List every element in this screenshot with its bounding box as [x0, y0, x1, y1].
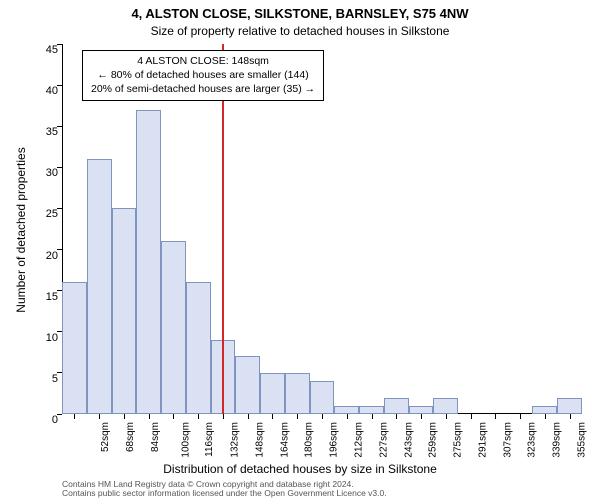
histogram-bar: [557, 398, 582, 414]
x-tick-mark: [149, 414, 150, 419]
x-tick-label: 307sqm: [502, 422, 513, 458]
histogram-bar: [310, 381, 335, 414]
histogram-bar: [136, 110, 161, 414]
x-tick-label: 164sqm: [279, 422, 290, 458]
histogram-bar: [186, 282, 211, 414]
y-axis-label: Number of detached properties: [14, 147, 28, 312]
footer-attribution: Contains HM Land Registry data © Crown c…: [62, 480, 387, 499]
x-tick-label: 180sqm: [304, 422, 315, 458]
histogram-bar: [384, 398, 409, 414]
y-tick-label: 45: [46, 44, 58, 56]
y-tick-label: 20: [46, 250, 58, 262]
x-tick-label: 275sqm: [453, 422, 464, 458]
x-axis-label: Distribution of detached houses by size …: [0, 462, 600, 476]
x-tick-mark: [570, 414, 571, 419]
x-tick-label: 243sqm: [403, 422, 414, 458]
x-tick-mark: [297, 414, 298, 419]
x-tick-label: 196sqm: [329, 422, 340, 458]
y-tick-label: 40: [46, 85, 58, 97]
x-tick-mark: [446, 414, 447, 419]
x-tick-label: 291sqm: [477, 422, 488, 458]
x-tick-mark: [471, 414, 472, 419]
annotation-box: 4 ALSTON CLOSE: 148sqm← 80% of detached …: [82, 50, 324, 101]
x-tick-mark: [173, 414, 174, 419]
x-tick-label: 339sqm: [552, 422, 563, 458]
x-tick-label: 68sqm: [125, 422, 136, 452]
x-tick-label: 116sqm: [204, 422, 215, 457]
x-tick-label: 100sqm: [180, 422, 191, 458]
x-tick-label: 148sqm: [255, 422, 266, 458]
chart-plot-area: 52sqm68sqm84sqm100sqm116sqm132sqm148sqm1…: [62, 44, 582, 414]
x-tick-mark: [74, 414, 75, 419]
x-tick-label: 259sqm: [428, 422, 439, 458]
x-tick-mark: [520, 414, 521, 419]
histogram-bar: [359, 406, 384, 414]
y-tick-label: 0: [52, 414, 58, 426]
x-tick-mark: [223, 414, 224, 419]
x-tick-mark: [198, 414, 199, 419]
annot-line1: 4 ALSTON CLOSE: 148sqm: [91, 54, 315, 68]
histogram-bar: [285, 373, 310, 414]
x-tick-mark: [99, 414, 100, 419]
x-tick-label: 212sqm: [354, 422, 365, 458]
histogram-bar: [62, 282, 87, 414]
x-tick-mark: [545, 414, 546, 419]
annot-line2: ← 80% of detached houses are smaller (14…: [91, 68, 315, 82]
y-tick-label: 5: [52, 373, 58, 385]
histogram-bar: [87, 159, 112, 414]
footer-line2: Contains public sector information licen…: [62, 489, 387, 498]
x-tick-label: 52sqm: [100, 422, 111, 452]
histogram-bar: [334, 406, 359, 414]
x-tick-mark: [347, 414, 348, 419]
histogram-bar: [112, 208, 137, 414]
histogram-bar: [260, 373, 285, 414]
histogram-bar: [235, 356, 260, 414]
y-tick-label: 25: [46, 208, 58, 220]
x-tick-label: 132sqm: [230, 422, 241, 458]
x-tick-mark: [272, 414, 273, 419]
x-tick-mark: [495, 414, 496, 419]
x-tick-label: 323sqm: [527, 422, 538, 458]
annot-line3: 20% of semi-detached houses are larger (…: [91, 82, 315, 96]
histogram-bar: [532, 406, 557, 414]
x-tick-mark: [396, 414, 397, 419]
y-tick-label: 15: [46, 291, 58, 303]
histogram-bar: [409, 406, 434, 414]
x-tick-mark: [124, 414, 125, 419]
x-tick-label: 84sqm: [150, 422, 161, 452]
x-tick-label: 227sqm: [378, 422, 389, 458]
histogram-bar: [433, 398, 458, 414]
x-tick-mark: [421, 414, 422, 419]
x-tick-mark: [372, 414, 373, 419]
x-tick-mark: [248, 414, 249, 419]
x-tick-mark: [322, 414, 323, 419]
y-tick-label: 10: [46, 332, 58, 344]
x-tick-label: 355sqm: [576, 422, 587, 458]
histogram-bar: [161, 241, 186, 414]
chart-title-line2: Size of property relative to detached ho…: [0, 24, 600, 38]
chart-title-line1: 4, ALSTON CLOSE, SILKSTONE, BARNSLEY, S7…: [0, 6, 600, 21]
y-tick-label: 30: [46, 167, 58, 179]
y-tick-label: 35: [46, 126, 58, 138]
